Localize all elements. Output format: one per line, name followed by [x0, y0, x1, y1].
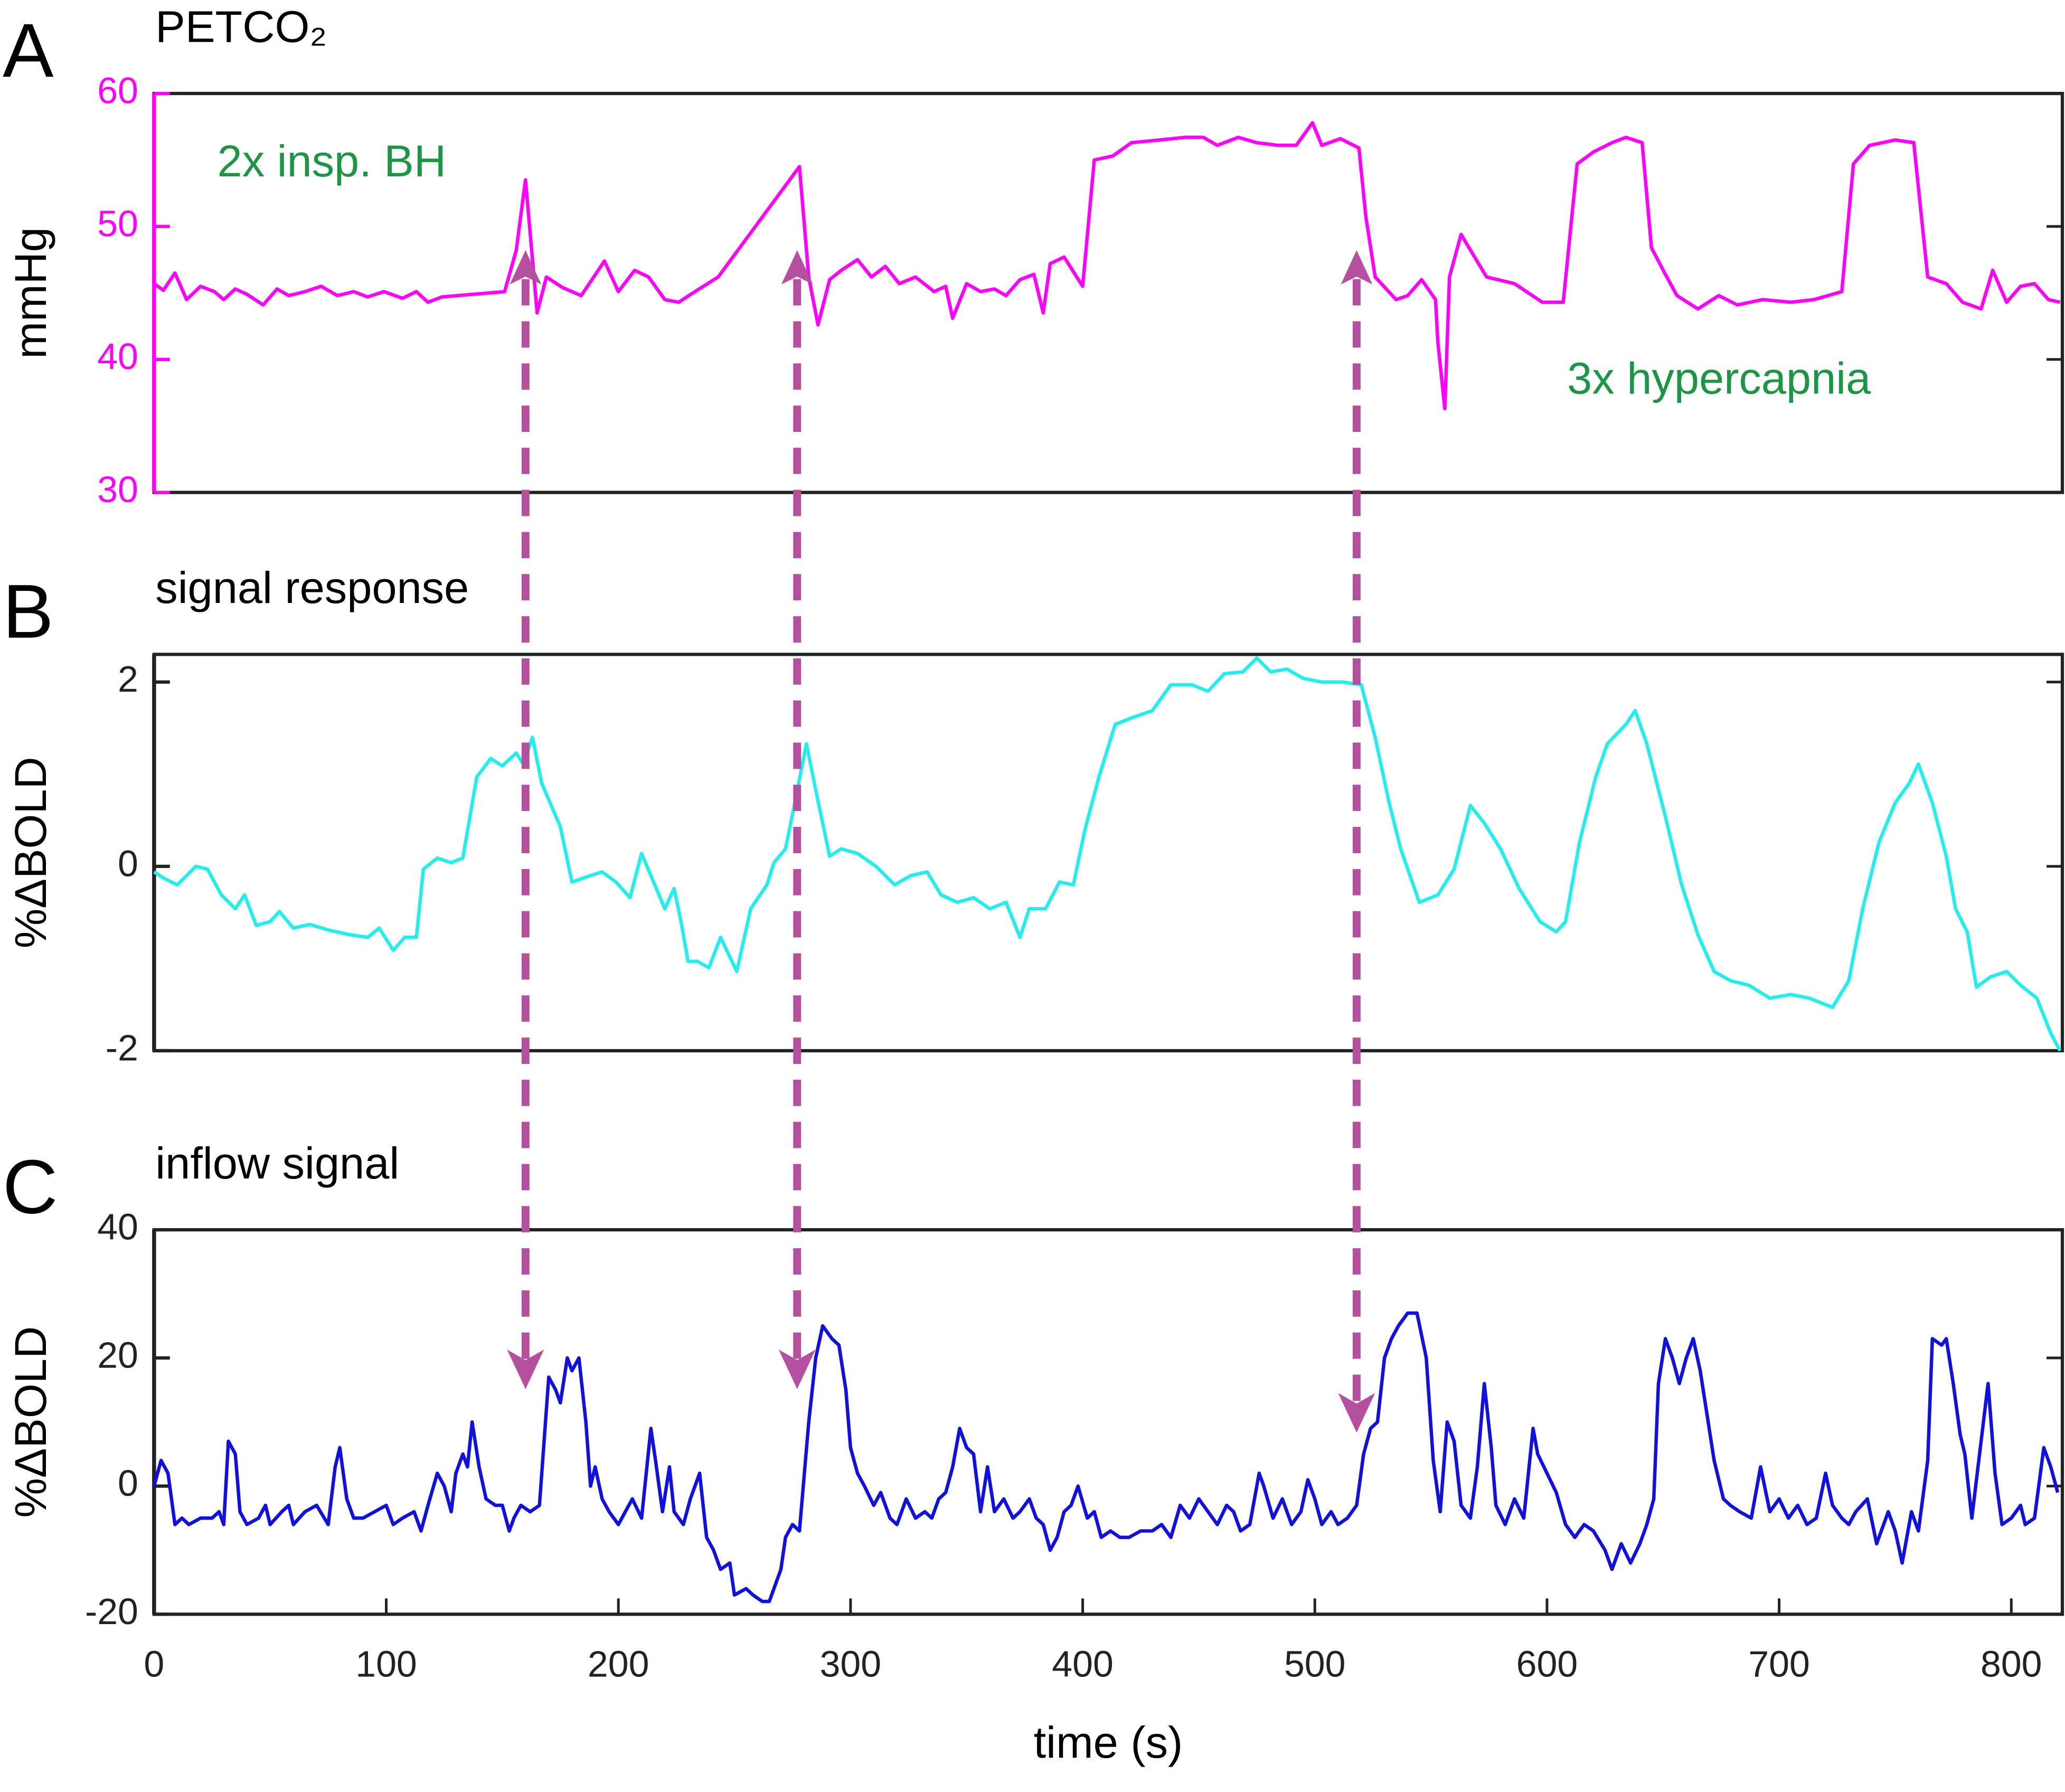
x-tick-label: 200 — [588, 1644, 649, 1685]
x-tick-label: 600 — [1516, 1644, 1578, 1685]
x-tick-label: 400 — [1052, 1644, 1114, 1685]
x-tick-label: 0 — [144, 1644, 164, 1685]
x-tick-label: 700 — [1748, 1644, 1810, 1685]
y-tick-label: 2 — [118, 658, 138, 700]
y-axis-label: mmHg — [5, 227, 55, 359]
x-tick-label: 100 — [355, 1644, 417, 1685]
y-tick-label: 30 — [97, 469, 138, 510]
panel-letter: B — [3, 569, 53, 654]
panel-title: inflow signal — [155, 1138, 399, 1188]
arrow-head-down — [778, 1350, 816, 1389]
x-tick-label: 500 — [1284, 1644, 1346, 1685]
arrow-head-up — [1341, 250, 1373, 285]
y-tick-label: 50 — [97, 203, 138, 244]
x-tick-label: 300 — [820, 1644, 882, 1685]
annotation: 2x insp. BH — [218, 136, 447, 186]
panel-letter: C — [3, 1144, 58, 1230]
panel-title: signal response — [155, 562, 469, 612]
y-tick-label: 0 — [118, 1463, 138, 1504]
arrow-head-down — [507, 1350, 544, 1389]
x-axis-label: time (s) — [1034, 1717, 1183, 1767]
y-axis-label: %ΔBOLD — [5, 1326, 55, 1518]
y-tick-label: 60 — [97, 70, 138, 111]
data-line — [153, 656, 2062, 1052]
y-tick-label: -20 — [85, 1591, 138, 1632]
y-tick-label: 0 — [118, 843, 138, 884]
y-tick-label: -2 — [106, 1027, 138, 1068]
panel-letter: A — [3, 7, 54, 93]
y-tick-label: 40 — [97, 336, 138, 377]
arrow-head-up — [781, 250, 813, 285]
y-tick-label: 40 — [97, 1206, 138, 1248]
panel-title: PETCO₂ — [155, 2, 327, 52]
data-line — [152, 1311, 2060, 1604]
data-line — [153, 121, 2061, 411]
arrow-head-down — [1338, 1393, 1375, 1433]
y-tick-label: 20 — [97, 1334, 138, 1375]
annotation: 3x hypercapnia — [1567, 353, 1871, 403]
y-axis-label: %ΔBOLD — [5, 757, 55, 948]
arrow-head-up — [510, 250, 542, 285]
x-tick-label: 800 — [1981, 1644, 2042, 1685]
